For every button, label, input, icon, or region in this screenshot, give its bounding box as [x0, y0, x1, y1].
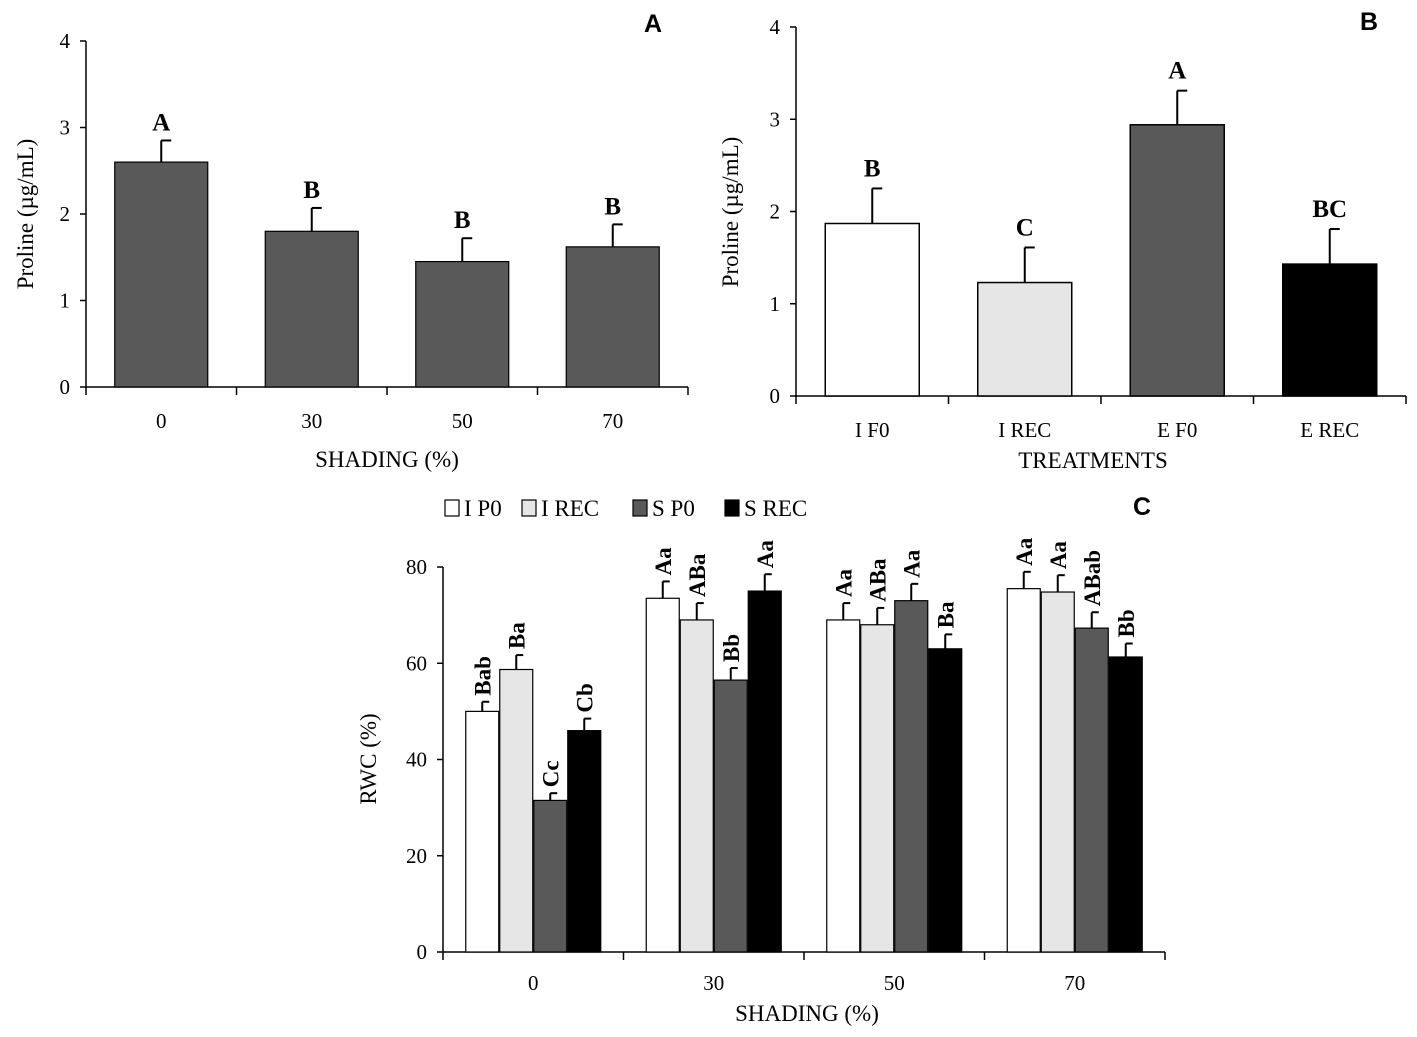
- panel-a-x-tick-label: 0: [156, 409, 167, 433]
- panel-c-bar: [860, 624, 895, 953]
- panel-c-bar: [1108, 656, 1143, 953]
- panel-b-chart: B Proline (µg/mL) TREATMENTS 0 1 2 3 4 B I F0 C…: [718, 8, 1407, 473]
- panel-b-y-tick-label: 4: [770, 15, 781, 39]
- panel-c-bar: [679, 619, 714, 953]
- panel-c-significance-letter: Aa: [899, 549, 924, 578]
- panel-b-letter: B: [1360, 8, 1378, 36]
- panel-b-x-tick-label: I F0: [855, 418, 889, 442]
- panel-b-y-tick-label: 3: [770, 107, 781, 131]
- panel-a-x-axis-label: SHADING (%): [315, 447, 459, 472]
- panel-c-legend-label: S P0: [652, 496, 695, 521]
- panel-b-significance-letter: BC: [1312, 196, 1347, 223]
- panel-c-legend-swatch: [521, 499, 537, 517]
- panel-c-significance-letter: Aa: [1012, 537, 1037, 566]
- panel-c-x-tick-label: 0: [528, 971, 539, 995]
- panel-a-significance-letter: B: [303, 177, 320, 204]
- panel-b-bar: [824, 222, 920, 397]
- panel-c-y-axis-label: RWC (%): [356, 713, 381, 804]
- panel-c-bar: [928, 648, 963, 953]
- panel-b-x-axis-label: TREATMENTS: [1018, 448, 1168, 473]
- panel-a-y-tick-label: 3: [60, 116, 71, 140]
- panel-a-x-tick-label: 50: [452, 409, 473, 433]
- panel-c-legend: I P0 I REC S P0 S REC: [444, 496, 807, 521]
- panel-c-significance-letter: Ba: [504, 622, 529, 649]
- panel-b-x-tick-label: I REC: [998, 418, 1051, 442]
- panel-c-y-tick-label: 60: [406, 651, 427, 675]
- panel-c-significance-letter: Cc: [538, 760, 563, 787]
- panel-a-y-tick-label: 2: [60, 202, 71, 226]
- panel-a-significance-letter: B: [454, 207, 471, 234]
- panel-c-significance-letter: Bab: [470, 656, 495, 696]
- panel-c-letter: C: [1133, 493, 1151, 521]
- panel-c-significance-letter: Cb: [572, 683, 597, 712]
- panel-c-significance-letter: Aa: [1046, 541, 1071, 570]
- panel-c-significance-letter: Ba: [933, 601, 958, 628]
- panel-b-bar: [1282, 263, 1378, 397]
- panel-b-significance-letter: C: [1016, 214, 1034, 241]
- panel-a-chart: A Proline (µg/mL) SHADING (%) 0 1 2 3 4 A 0 B 30…: [13, 10, 689, 472]
- panel-b-bar: [1129, 124, 1225, 397]
- panel-c-bar: [894, 600, 929, 953]
- panel-c-y-tick-label: 80: [406, 555, 427, 579]
- panel-c-significance-letter: ABa: [865, 558, 890, 602]
- panel-c-x-axis-label: SHADING (%): [735, 1001, 879, 1026]
- panel-a-y-tick-label: 1: [60, 289, 71, 313]
- panel-b-y-tick-label: 1: [770, 292, 781, 316]
- panel-c-significance-letter: Aa: [753, 540, 778, 569]
- panel-c-bar: [465, 710, 500, 953]
- panel-c-y-tick-label: 40: [406, 748, 427, 772]
- panel-c-bar: [1006, 588, 1041, 953]
- panel-a-y-tick-label: 4: [60, 29, 71, 53]
- panel-b-x-tick-label: E REC: [1300, 418, 1359, 442]
- panel-b-significance-letter: A: [1168, 58, 1186, 85]
- panel-c-legend-label: I P0: [464, 496, 502, 521]
- panel-c-legend-swatch: [724, 499, 740, 517]
- panel-c-significance-letter: Aa: [831, 568, 856, 597]
- panel-a-bar: [264, 230, 359, 388]
- panel-c-legend-swatch: [632, 499, 648, 517]
- panel-c-bar: [533, 799, 568, 953]
- panel-c-bar: [567, 730, 602, 953]
- panel-b-y-axis-label: Proline (µg/mL): [718, 137, 743, 288]
- panel-c-bar: [499, 668, 534, 953]
- panel-a-bar: [415, 260, 510, 388]
- panel-b-y-tick-label: 0: [770, 384, 781, 408]
- panel-c-bar: [1074, 627, 1109, 953]
- panel-c-significance-letter: Aa: [651, 547, 676, 576]
- panel-b-y-tick-label: 2: [770, 200, 781, 224]
- panel-c-bar: [713, 679, 748, 953]
- panel-b-significance-letter: B: [864, 155, 881, 182]
- panel-c-chart: C RWC (%) SHADING (%) 0 20 40 60 80 Bab Ba Cc Cb…: [356, 493, 1166, 1026]
- panel-c-legend-label: S REC: [744, 496, 807, 521]
- panel-c-y-tick-label: 0: [417, 940, 428, 964]
- panel-a-y-tick-label: 0: [60, 375, 71, 399]
- panel-c-bar: [826, 619, 861, 953]
- panel-a-significance-letter: A: [152, 109, 170, 136]
- panel-a-significance-letter: B: [604, 193, 621, 220]
- panel-b-x-tick-label: E F0: [1157, 418, 1197, 442]
- panel-a-letter: A: [644, 10, 662, 38]
- panel-c-significance-letter: Bb: [719, 634, 744, 662]
- panel-c-legend-label: I REC: [541, 496, 599, 521]
- panel-a-bar: [114, 161, 209, 388]
- panel-c-significance-letter: ABa: [685, 553, 710, 597]
- panel-a-x-tick-label: 70: [602, 409, 623, 433]
- panel-c-significance-letter: ABab: [1080, 550, 1105, 606]
- panel-a-bar: [565, 246, 660, 388]
- panel-a-y-axis-label: Proline (µg/mL): [13, 139, 38, 290]
- panel-c-bar: [747, 590, 782, 953]
- panel-c-significance-letter: Bb: [1114, 609, 1139, 637]
- panel-c-x-tick-label: 30: [703, 971, 724, 995]
- panel-c-y-tick-label: 20: [406, 844, 427, 868]
- panel-c-x-tick-label: 70: [1064, 971, 1085, 995]
- panel-a-x-tick-label: 30: [301, 409, 322, 433]
- panel-c-bar: [1040, 591, 1075, 953]
- panel-c-bar: [645, 597, 680, 953]
- panel-c-x-tick-label: 50: [884, 971, 905, 995]
- panel-c-legend-swatch: [444, 499, 460, 517]
- panel-b-bar: [977, 281, 1073, 397]
